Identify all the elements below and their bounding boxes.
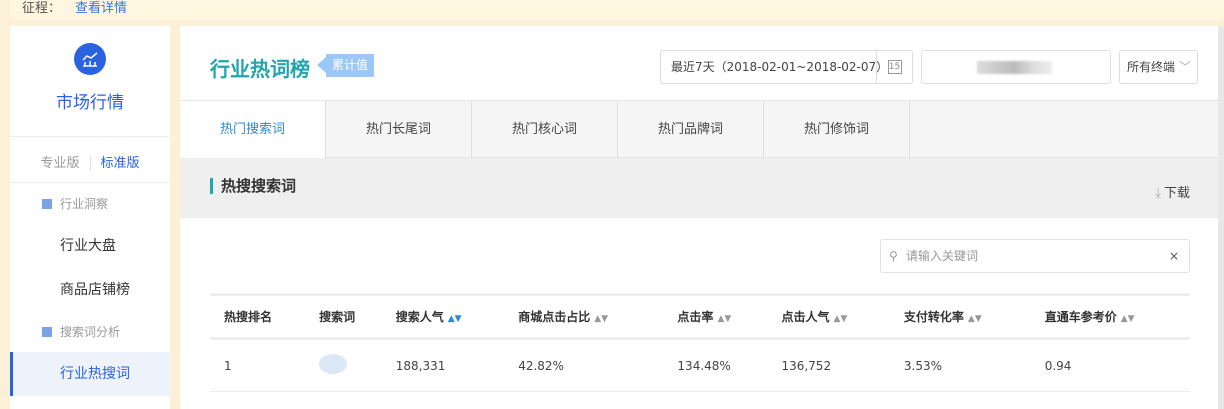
cell: 136,752 [781, 358, 832, 373]
sort-icon: ▲▼ [717, 314, 732, 324]
tab-brand[interactable]: 热门品牌词 [618, 101, 764, 158]
cell: 42.82% [518, 358, 564, 373]
banner-text: 征程： [22, 1, 62, 16]
notice-banner: 征程： 查看详情 [10, 0, 1224, 20]
search-icon: ⚲ [889, 249, 898, 263]
sort-icon: ▲▼ [967, 314, 982, 324]
version-pro[interactable]: 专业版 [40, 156, 80, 171]
cumulative-badge: 累计值 [316, 54, 375, 77]
sidebar-item-shop-ranking[interactable]: 商品店铺榜 [60, 282, 130, 298]
cell: 0.94 [1044, 358, 1072, 373]
col-search-popularity[interactable]: 搜索人气 ▲▼ [395, 310, 462, 324]
tab-core[interactable]: 热门核心词 [472, 101, 618, 158]
section-title: 热搜搜索词 [210, 178, 296, 194]
blurred-keyword [319, 354, 348, 374]
cell: 188,331 [395, 358, 446, 373]
group-search-analysis: 搜索词分析 [42, 323, 120, 340]
hot-words-table: 热搜排名 搜索词 搜索人气 ▲▼ 商城点击占比 ▲▼ 点击率 ▲▼ 点击人气 ▲▼ 支付… [210, 293, 1190, 392]
sort-icon: ▲▼ [447, 314, 462, 324]
col-ctr[interactable]: 点击率 ▲▼ [677, 310, 732, 324]
sort-icon: ▲▼ [833, 314, 848, 324]
blurred-field[interactable] [921, 50, 1111, 84]
calendar-icon[interactable]: 15 [876, 51, 912, 83]
sidebar-title: 市场行情 [56, 93, 124, 113]
tab-bar: 热门搜索词 热门长尾词 热门核心词 热门品牌词 热门修饰词 [180, 100, 1218, 158]
scrollbar[interactable] [1218, 26, 1224, 409]
terminal-select[interactable]: 所有终端 ﹀ [1119, 50, 1198, 84]
table-row: 1 188,331 42.82% 134.48% 136,752 3.53% 0… [210, 339, 1190, 392]
divider [10, 136, 170, 137]
sidebar-item-hot-search-words[interactable]: 行业热搜词 [10, 352, 170, 396]
sidebar-item-industry-overview[interactable]: 行业大盘 [60, 238, 116, 254]
col-mall-click-ratio[interactable]: 商城点击占比 ▲▼ [518, 310, 609, 324]
sidebar: 市场行情 专业版 标准版 行业洞察 行业大盘 商品店铺榜 搜索词分析 行业热搜词 [10, 26, 170, 409]
version-switch: 专业版 标准版 [10, 152, 170, 171]
clear-icon[interactable]: × [1168, 249, 1179, 263]
group-industry-insight: 行业洞察 [42, 195, 108, 212]
version-standard[interactable]: 标准版 [100, 156, 140, 171]
download-button[interactable]: ⤓ 下载 [1155, 186, 1190, 201]
download-icon: ⤓ [1155, 186, 1161, 201]
sort-icon: ▲▼ [1120, 314, 1135, 324]
col-pay-conversion[interactable]: 支付转化率 ▲▼ [903, 310, 982, 324]
date-range-picker[interactable]: 最近7天（2018-02-01~2018-02-07） 15 [660, 50, 913, 84]
market-chart-icon [74, 43, 106, 75]
col-keyword: 搜索词 [319, 310, 356, 324]
main-panel: 行业热词榜 累计值 最近7天（2018-02-01~2018-02-07） 15 … [180, 26, 1218, 409]
cell-rank: 1 [224, 358, 232, 373]
section-header: 热搜搜索词 ⤓ 下载 [180, 158, 1218, 218]
building-icon [42, 199, 52, 209]
chevron-down-icon: ﹀ [1179, 60, 1192, 74]
tab-hot-search[interactable]: 热门搜索词 [180, 101, 326, 158]
col-ztc-price[interactable]: 直通车参考价 ▲▼ [1044, 310, 1135, 324]
tab-modifier[interactable]: 热门修饰词 [764, 101, 910, 158]
cell: 134.48% [677, 358, 731, 373]
cell-keyword [305, 339, 382, 392]
col-click-popularity[interactable]: 点击人气 ▲▼ [781, 310, 848, 324]
sort-icon: ▲▼ [594, 314, 609, 324]
page-title: 行业热词榜 [210, 57, 310, 81]
divider [10, 182, 170, 183]
col-rank: 热搜排名 [224, 310, 273, 324]
cell: 3.53% [903, 358, 943, 373]
building-icon [42, 327, 52, 337]
tab-long-tail[interactable]: 热门长尾词 [326, 101, 472, 158]
view-details-link[interactable]: 查看详情 [75, 1, 128, 16]
keyword-search-input[interactable]: ⚲ 请输入关键词 × [880, 239, 1190, 273]
